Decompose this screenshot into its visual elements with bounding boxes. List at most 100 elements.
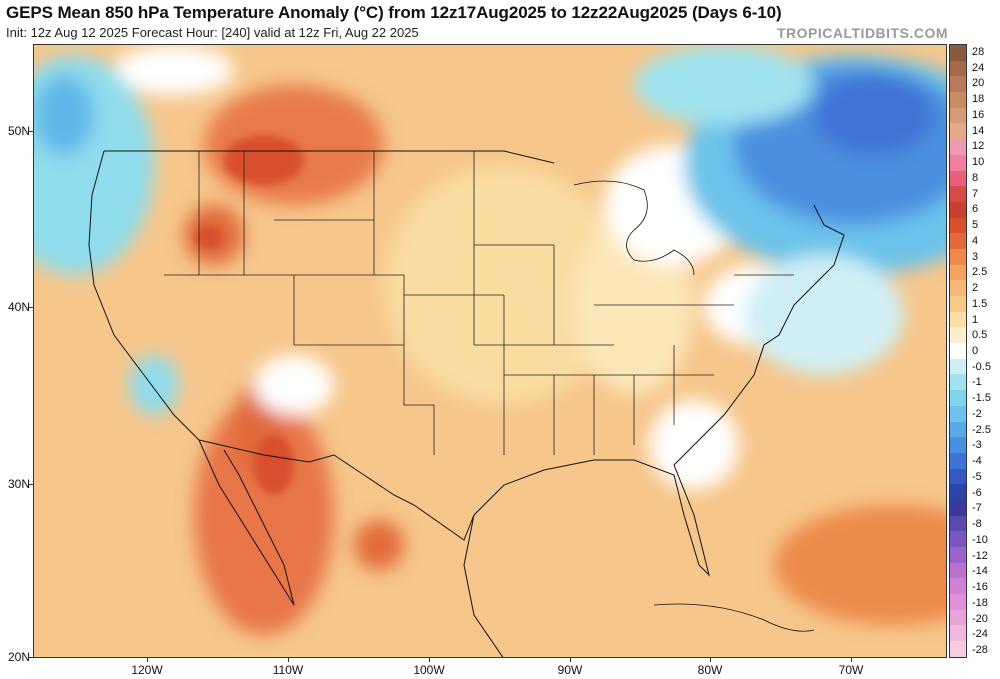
colorbar-swatch	[950, 248, 966, 265]
colorbar-level-label: -8	[972, 518, 982, 531]
lat-tick	[29, 131, 33, 132]
colorbar-legend	[949, 44, 967, 658]
colorbar-swatch	[950, 123, 966, 140]
colorbar-level-label: 12	[972, 140, 985, 153]
anomaly-map	[33, 44, 947, 658]
colorbar-level-label: -7	[972, 502, 982, 515]
anomaly-map-canvas	[34, 45, 946, 657]
political-boundaries	[88, 150, 845, 657]
colorbar-level-label: 2	[972, 282, 979, 295]
colorbar-swatch	[950, 154, 966, 171]
lon-tick	[429, 658, 430, 662]
colorbar-level-label: 0	[972, 345, 979, 357]
colorbar-level-label: -16	[972, 581, 988, 594]
colorbar-level-label: -1.5	[972, 392, 991, 405]
lat-label: 40N	[7, 300, 30, 314]
colorbar-swatch	[950, 484, 966, 500]
colorbar-level-label: 0.5	[972, 329, 988, 342]
colorbar-level-label: 10	[972, 156, 985, 169]
colorbar-swatch	[950, 390, 966, 406]
lon-tick	[851, 658, 852, 662]
colorbar-level-label: -12	[972, 549, 988, 562]
colorbar-swatch	[950, 562, 966, 579]
colorbar-level-label: -24	[972, 628, 988, 641]
lon-tick	[288, 658, 289, 662]
colorbar-level-label: 1	[972, 313, 979, 326]
colorbar-level-label: -10	[972, 533, 988, 546]
lon-label: 100W	[413, 663, 445, 677]
lat-label: 20N	[7, 650, 30, 664]
colorbar-swatch	[950, 139, 966, 155]
colorbar-level-label: 7	[972, 187, 979, 200]
lat-tick	[29, 307, 33, 308]
colorbar-swatch	[950, 186, 966, 202]
lat-label: 50N	[7, 124, 30, 138]
colorbar-swatch	[950, 311, 966, 328]
colorbar-level-label: 14	[972, 124, 985, 137]
colorbar-level-label: -18	[972, 596, 988, 609]
gulf-coast	[473, 444, 710, 577]
us-canada-border	[104, 150, 555, 164]
colorbar-swatch	[950, 233, 966, 249]
lat-label: 30N	[7, 477, 30, 491]
colorbar-level-label: 3	[972, 250, 979, 263]
colorbar-level-label: -3	[972, 439, 982, 452]
colorbar-swatch	[950, 515, 966, 532]
baja-california	[198, 439, 295, 606]
colorbar-swatch	[950, 201, 966, 218]
colorbar-swatch	[950, 327, 966, 344]
colorbar-swatch	[950, 437, 966, 453]
colorbar-swatch	[950, 609, 966, 626]
colorbar-level-label: 8	[972, 171, 979, 184]
colorbar-swatch	[950, 217, 966, 234]
colorbar-level-label: 4	[972, 234, 979, 247]
colorbar-level-label: -2	[972, 407, 982, 420]
colorbar-swatch	[950, 76, 966, 93]
colorbar-level-label: 16	[972, 108, 985, 121]
map-title: GEPS Mean 850 hPa Temperature Anomaly (°…	[6, 3, 782, 22]
colorbar-swatch	[950, 264, 966, 281]
colorbar-level-label: -1	[972, 376, 982, 389]
colorbar-swatch	[950, 625, 966, 642]
colorbar-level-label: 5	[972, 219, 979, 232]
lon-label: 110W	[272, 663, 304, 677]
colorbar-level-label: -2.5	[972, 423, 991, 436]
colorbar-swatch	[950, 468, 966, 485]
mexico-gulf-coast	[463, 514, 504, 657]
colorbar-swatch	[950, 45, 966, 61]
colorbar-swatch	[950, 547, 966, 563]
colorbar-level-label: 28	[972, 45, 985, 58]
forecast-info: Init: 12z Aug 12 2025 Forecast Hour: [24…	[6, 25, 419, 40]
colorbar-level-label: 6	[972, 203, 979, 216]
atlantic-coast	[693, 204, 845, 446]
colorbar-swatch	[950, 358, 966, 375]
colorbar-level-label: 24	[972, 61, 985, 74]
colorbar-swatch	[950, 280, 966, 296]
colorbar-labels: 28 24 20 18 16 14 12 10 8 7 6 5 4 3 2.5 2 1.5 1 0.5 0 -0.5 -1…	[970, 44, 1000, 658]
colorbar-swatch	[950, 343, 966, 359]
colorbar-level-label: 18	[972, 93, 985, 106]
colorbar-level-label: -5	[972, 470, 982, 483]
colorbar-swatch	[950, 594, 966, 610]
lat-tick	[29, 484, 33, 485]
pacific-coast	[88, 150, 200, 441]
lat-tick	[29, 657, 33, 658]
colorbar-level-label: 20	[972, 77, 985, 90]
lon-label: 70W	[838, 663, 864, 677]
lon-tick	[710, 658, 711, 662]
lon-label: 120W	[131, 663, 163, 677]
colorbar-level-label: -28	[972, 644, 988, 657]
lon-tick	[570, 658, 571, 662]
colorbar-swatch	[950, 60, 966, 77]
colorbar-swatch	[950, 578, 966, 595]
colorbar-swatch	[950, 641, 966, 657]
colorbar-swatch	[950, 107, 966, 124]
lon-label: 90W	[557, 663, 583, 677]
colorbar-swatch	[950, 421, 966, 438]
colorbar-level-label: 2.5	[972, 266, 988, 279]
colorbar-swatch	[950, 405, 966, 422]
colorbar-swatch	[950, 452, 966, 469]
colorbar-level-label: -20	[972, 612, 988, 625]
colorbar-swatch	[950, 296, 966, 312]
colorbar-level-label: 1.5	[972, 297, 988, 310]
